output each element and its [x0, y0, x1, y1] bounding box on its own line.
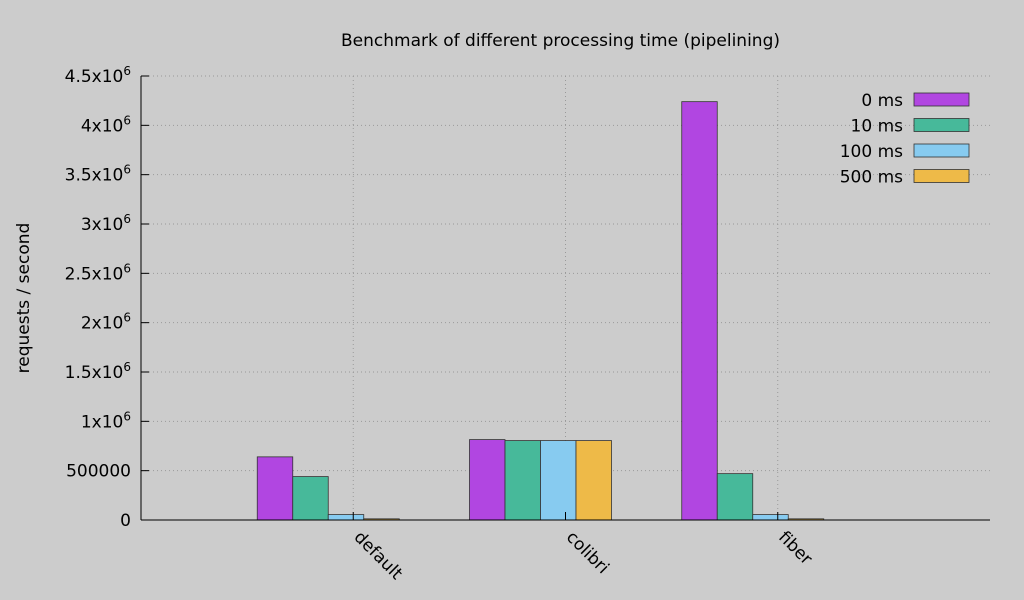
y-tick-label: 4x106	[81, 113, 131, 136]
bar	[752, 514, 789, 521]
bar	[540, 440, 577, 521]
legend-swatch	[913, 92, 970, 107]
bar	[575, 440, 612, 521]
y-tick-label: 4.5x106	[65, 64, 131, 87]
legend-label: 10 ms	[851, 117, 904, 137]
legend-swatch	[913, 118, 970, 132]
legend-swatch	[913, 143, 970, 158]
bar	[681, 101, 718, 521]
x-tick-label: fiber	[774, 527, 816, 569]
y-tick-label: 0	[120, 511, 131, 531]
bar	[327, 514, 365, 521]
y-tick-label: 3x106	[81, 212, 131, 235]
chart-title: Benchmark of different processing time (…	[341, 31, 780, 51]
bar	[504, 440, 541, 521]
legend-swatch	[913, 169, 970, 183]
y-tick-label: 500000	[66, 462, 131, 482]
y-tick-label: 2x106	[81, 311, 131, 334]
bar	[292, 476, 329, 521]
bar	[469, 439, 506, 521]
y-tick-label: 1.5x106	[65, 360, 131, 383]
bar	[256, 456, 294, 521]
x-tick-label: default	[350, 527, 407, 584]
y-axis-label: requests / second	[14, 223, 34, 374]
legend-label: 0 ms	[861, 91, 903, 111]
y-tick-label: 3.5x106	[65, 163, 131, 186]
x-tick-label: colibri	[562, 527, 613, 578]
y-tick-label: 2.5x106	[65, 261, 131, 284]
legend-label: 100 ms	[840, 142, 903, 162]
legend-label: 500 ms	[840, 168, 903, 188]
y-tick-label: 1x106	[81, 409, 131, 432]
bar	[716, 473, 754, 521]
